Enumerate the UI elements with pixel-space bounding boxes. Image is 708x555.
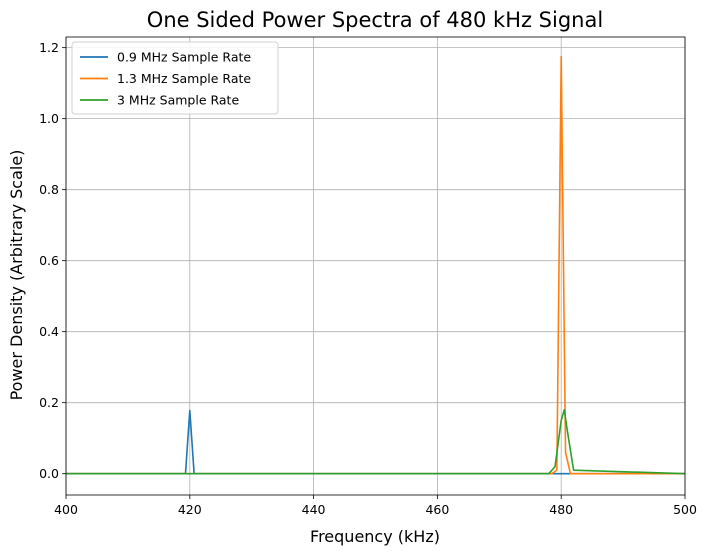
x-axis-label: Frequency (kHz) <box>310 527 440 546</box>
x-tick-label: 480 <box>549 502 573 517</box>
grid-lines <box>65 37 686 495</box>
axis-ticks: 400 420 440 460 480 500 0.0 0.2 0.4 0.6 0.8 1.0 1.2 <box>39 40 697 517</box>
legend-label: 3 MHz Sample Rate <box>117 93 239 108</box>
legend-box <box>71 41 279 115</box>
chart-title: One Sided Power Spectra of 480 kHz Signa… <box>147 8 603 32</box>
series-line-3 <box>66 408 686 475</box>
legend: 0.9 MHz Sample Rate 1.3 MHz Sample Rate 3 … <box>71 41 279 115</box>
legend-label: 1.3 MHz Sample Rate <box>117 71 251 86</box>
x-tick-label: 500 <box>673 502 697 517</box>
x-tick-label: 400 <box>54 502 78 517</box>
y-tick-label: 1.2 <box>39 40 59 55</box>
y-tick-label: 0.4 <box>39 324 59 339</box>
x-tick-label: 420 <box>178 502 202 517</box>
x-tick-label: 440 <box>302 502 326 517</box>
y-tick-label: 0.8 <box>39 182 59 197</box>
y-axis-label: Power Density (Arbitrary Scale) <box>7 150 26 401</box>
y-tick-label: 0.0 <box>39 466 59 481</box>
x-tick-label: 460 <box>425 502 449 517</box>
legend-label: 0.9 MHz Sample Rate <box>117 50 251 65</box>
y-tick-label: 0.2 <box>39 395 59 410</box>
y-tick-label: 1.0 <box>39 111 59 126</box>
data-series <box>66 55 686 475</box>
plot-frame <box>65 36 686 496</box>
series-line-2 <box>66 55 685 475</box>
y-tick-label: 0.6 <box>39 253 59 268</box>
